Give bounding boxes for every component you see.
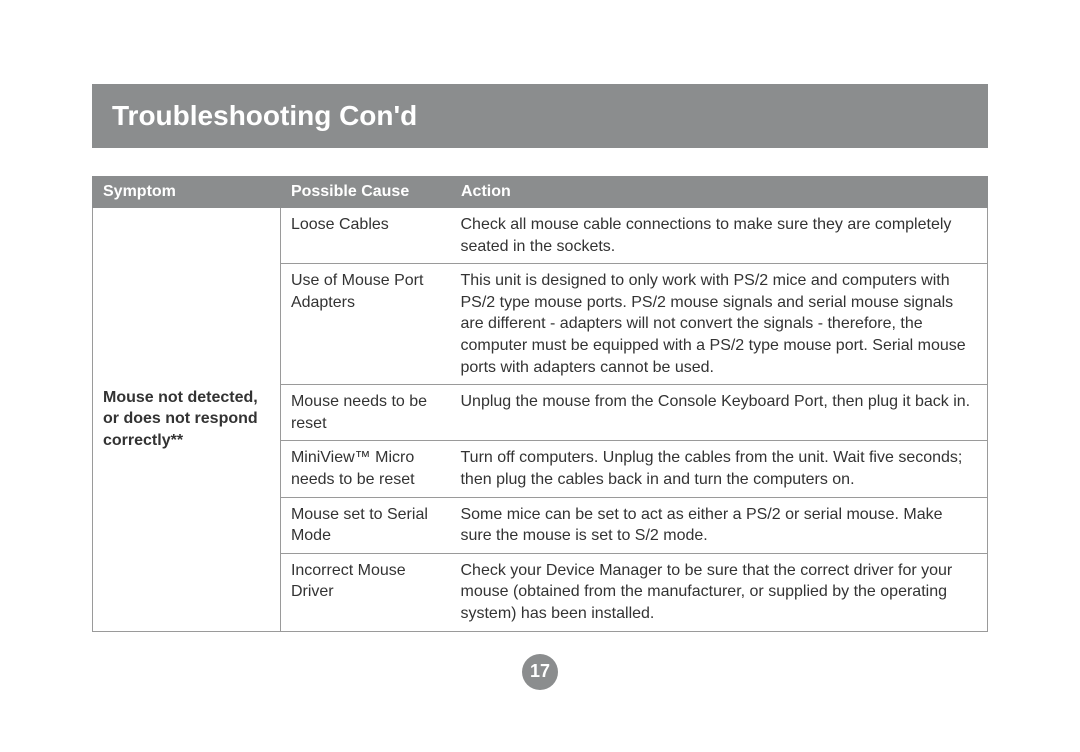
action-cell: Some mice can be set to act as either a … xyxy=(450,497,987,553)
action-cell: Check all mouse cable connections to mak… xyxy=(450,208,987,264)
table-row: Mouse not detected, or does not respond … xyxy=(93,208,988,264)
cause-cell: Mouse needs to be reset xyxy=(280,385,450,441)
cause-cell: MiniView™ Micro needs to be reset xyxy=(280,441,450,497)
cause-cell: Mouse set to Serial Mode xyxy=(280,497,450,553)
cause-cell: Loose Cables xyxy=(280,208,450,264)
action-cell: This unit is designed to only work with … xyxy=(450,264,987,385)
col-symptom: Symptom xyxy=(93,177,281,208)
cause-cell: Incorrect Mouse Driver xyxy=(280,553,450,631)
page-title: Troubleshooting Con'd xyxy=(92,84,988,148)
symptom-cell: Mouse not detected, or does not respond … xyxy=(93,208,281,632)
action-cell: Check your Device Manager to be sure tha… xyxy=(450,553,987,631)
troubleshooting-table: Symptom Possible Cause Action Mouse not … xyxy=(92,176,988,632)
manual-page: Troubleshooting Con'd Symptom Possible C… xyxy=(0,0,1080,752)
action-cell: Unplug the mouse from the Console Keyboa… xyxy=(450,385,987,441)
col-action: Action xyxy=(450,177,987,208)
table-header-row: Symptom Possible Cause Action xyxy=(93,177,988,208)
action-cell: Turn off computers. Unplug the cables fr… xyxy=(450,441,987,497)
page-number-badge: 17 xyxy=(522,654,558,690)
cause-cell: Use of Mouse Port Adapters xyxy=(280,264,450,385)
col-cause: Possible Cause xyxy=(280,177,450,208)
